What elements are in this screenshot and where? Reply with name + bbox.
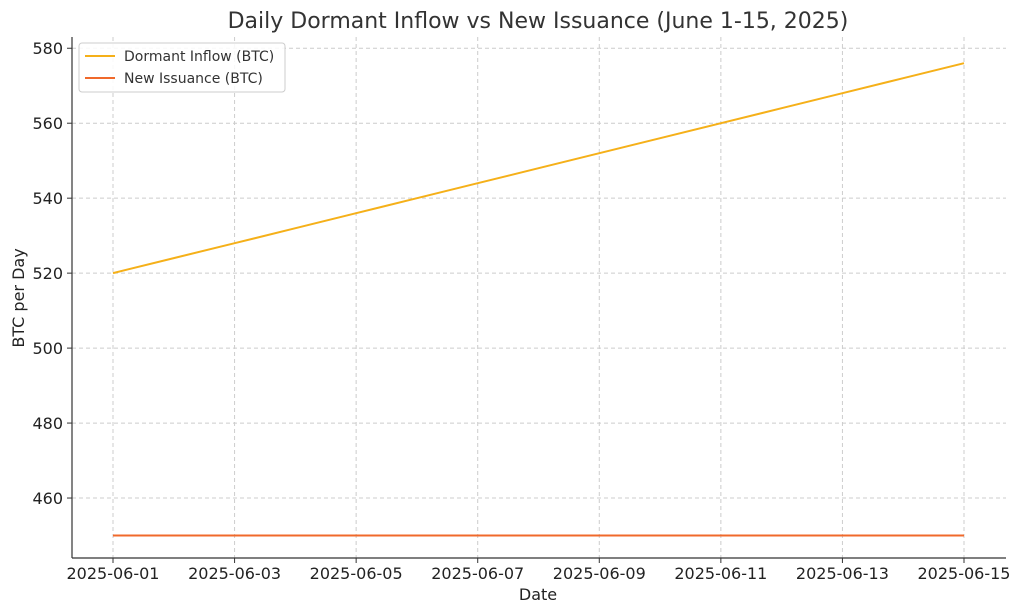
x-tick-label: 2025-06-09 (553, 564, 646, 583)
grid (72, 37, 1006, 558)
axis-ticks: 460 480 500 520 540 560 580 2025-06-01 2025-06-0… (32, 39, 1010, 583)
y-tick-label: 560 (32, 114, 63, 133)
y-tick-label: 520 (32, 264, 63, 283)
y-tick-label: 580 (32, 39, 63, 58)
legend-label: Dormant Inflow (BTC) (124, 49, 274, 65)
x-tick-label: 2025-06-13 (796, 564, 889, 583)
x-tick-label: 2025-06-15 (918, 564, 1011, 583)
series-line-1 (112, 62, 965, 275)
legend-label: New Issuance (BTC) (124, 71, 263, 87)
y-axis-label: BTC per Day (9, 248, 28, 347)
y-tick-label: 480 (32, 414, 63, 433)
chart-title: Daily Dormant Inflow vs New Issuance (Ju… (228, 9, 849, 34)
y-tick-label: 540 (32, 189, 63, 208)
y-tick-label: 460 (32, 489, 63, 508)
x-tick-label: 2025-06-03 (188, 564, 281, 583)
x-tick-label: 2025-06-05 (310, 564, 403, 583)
legend-box (78, 42, 286, 93)
legend: Dormant Inflow (BTC) New Issuance (BTC) (78, 42, 286, 93)
series-lines (112, 62, 965, 537)
x-tick-label: 2025-06-11 (674, 564, 767, 583)
x-tick-label: 2025-06-01 (67, 564, 160, 583)
x-tick-label: 2025-06-07 (431, 564, 524, 583)
x-axis-label: Date (519, 585, 557, 604)
y-tick-label: 500 (32, 339, 63, 358)
